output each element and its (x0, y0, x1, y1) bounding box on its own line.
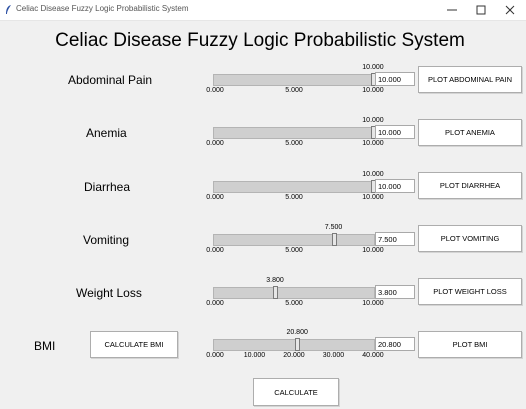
plot-bmi-button[interactable]: PLOT BMI (418, 331, 522, 358)
bmi-slider[interactable]: 20.800 0.000 10.000 20.000 30.000 40.000 (206, 329, 383, 363)
tick-label: 10.000 (362, 87, 384, 94)
vomiting-slider[interactable]: 7.500 0.000 5.000 10.000 (206, 224, 383, 258)
slider-trough[interactable] (213, 181, 375, 193)
plot-diarrhea-button[interactable]: PLOT DIARRHEA (418, 172, 522, 199)
anemia-slider[interactable]: 10.000 0.000 5.000 10.000 (206, 117, 383, 151)
slider-value-label: 10.000 (362, 171, 384, 178)
tick-label: 5.000 (285, 247, 303, 254)
slider-thumb[interactable] (331, 233, 337, 246)
tick-label: 0.000 (206, 87, 224, 94)
tick-label: 10.000 (243, 352, 266, 359)
minimize-icon (447, 9, 457, 11)
tick-label: 30.000 (322, 352, 345, 359)
plot-vomiting-button[interactable]: PLOT VOMITING (418, 225, 522, 252)
tick-label: 5.000 (285, 194, 303, 201)
tick-label: 0.000 (206, 352, 224, 359)
slider-value-label: 10.000 (362, 117, 384, 124)
slider-trough[interactable] (213, 339, 375, 351)
tick-label: 20.000 (283, 352, 305, 359)
minimize-button[interactable] (438, 0, 466, 20)
window-title: Celiac Disease Fuzzy Logic Probabilistic… (16, 4, 189, 13)
slider-thumb[interactable] (295, 338, 301, 351)
tick-label: 5.000 (285, 300, 303, 307)
calculate-button[interactable]: CALCULATE (253, 378, 339, 406)
anemia-label: Anemia (86, 126, 127, 140)
slider-trough[interactable] (213, 74, 375, 86)
slider-value-label: 7.500 (324, 224, 343, 231)
maximize-button[interactable] (467, 0, 495, 20)
weight-loss-label: Weight Loss (76, 286, 142, 300)
maximize-icon (476, 5, 486, 15)
tick-label: 0.000 (206, 194, 224, 201)
tick-label: 10.000 (362, 247, 384, 254)
diarrhea-label: Diarrhea (84, 180, 131, 194)
slider-value-label: 20.800 (286, 329, 308, 336)
tick-label: 40.000 (362, 352, 384, 359)
plot-weight-loss-button[interactable]: PLOT WEIGHT LOSS (418, 278, 522, 305)
tick-label: 10.000 (362, 300, 384, 307)
calculate-bmi-button[interactable]: CALCULATE BMI (90, 331, 178, 358)
tick-label: 5.000 (285, 140, 303, 147)
vomiting-entry[interactable]: 7.500 (375, 232, 415, 246)
slider-value-label: 10.000 (362, 64, 384, 71)
diarrhea-slider[interactable]: 10.000 0.000 5.000 10.000 (206, 171, 383, 205)
plot-anemia-button[interactable]: PLOT ANEMIA (418, 119, 522, 146)
abdominal-pain-label: Abdominal Pain (68, 73, 153, 87)
slider-trough[interactable] (213, 287, 375, 299)
slider-value-label: 3.800 (266, 277, 284, 284)
tick-label: 0.000 (206, 300, 224, 307)
tick-label: 10.000 (362, 194, 384, 201)
abdominal-pain-entry[interactable]: 10.000 (375, 72, 415, 86)
abdominal-pain-slider[interactable]: 10.000 0.000 5.000 10.000 (206, 64, 383, 98)
tick-label: 0.000 (206, 247, 224, 254)
page-title: Celiac Disease Fuzzy Logic Probabilistic… (55, 30, 465, 51)
feather-icon (6, 5, 11, 14)
anemia-entry[interactable]: 10.000 (375, 125, 415, 139)
tick-label: 5.000 (285, 87, 303, 94)
weight-loss-slider[interactable]: 3.800 0.000 5.000 10.000 (206, 277, 383, 311)
bmi-entry[interactable]: 20.800 (375, 337, 415, 351)
slider-thumb[interactable] (273, 286, 279, 299)
tick-label: 10.000 (362, 140, 384, 147)
title-bar: Celiac Disease Fuzzy Logic Probabilistic… (0, 0, 526, 21)
slider-trough[interactable] (213, 234, 375, 246)
plot-abdominal-pain-button[interactable]: PLOT ABDOMINAL PAIN (418, 66, 522, 93)
weight-loss-entry[interactable]: 3.800 (375, 285, 415, 299)
tick-label: 0.000 (206, 140, 224, 147)
close-button[interactable] (496, 0, 524, 20)
close-icon (505, 5, 515, 15)
diarrhea-entry[interactable]: 10.000 (375, 179, 415, 193)
slider-trough[interactable] (213, 127, 375, 139)
bmi-label: BMI (34, 339, 56, 353)
vomiting-label: Vomiting (83, 233, 130, 247)
